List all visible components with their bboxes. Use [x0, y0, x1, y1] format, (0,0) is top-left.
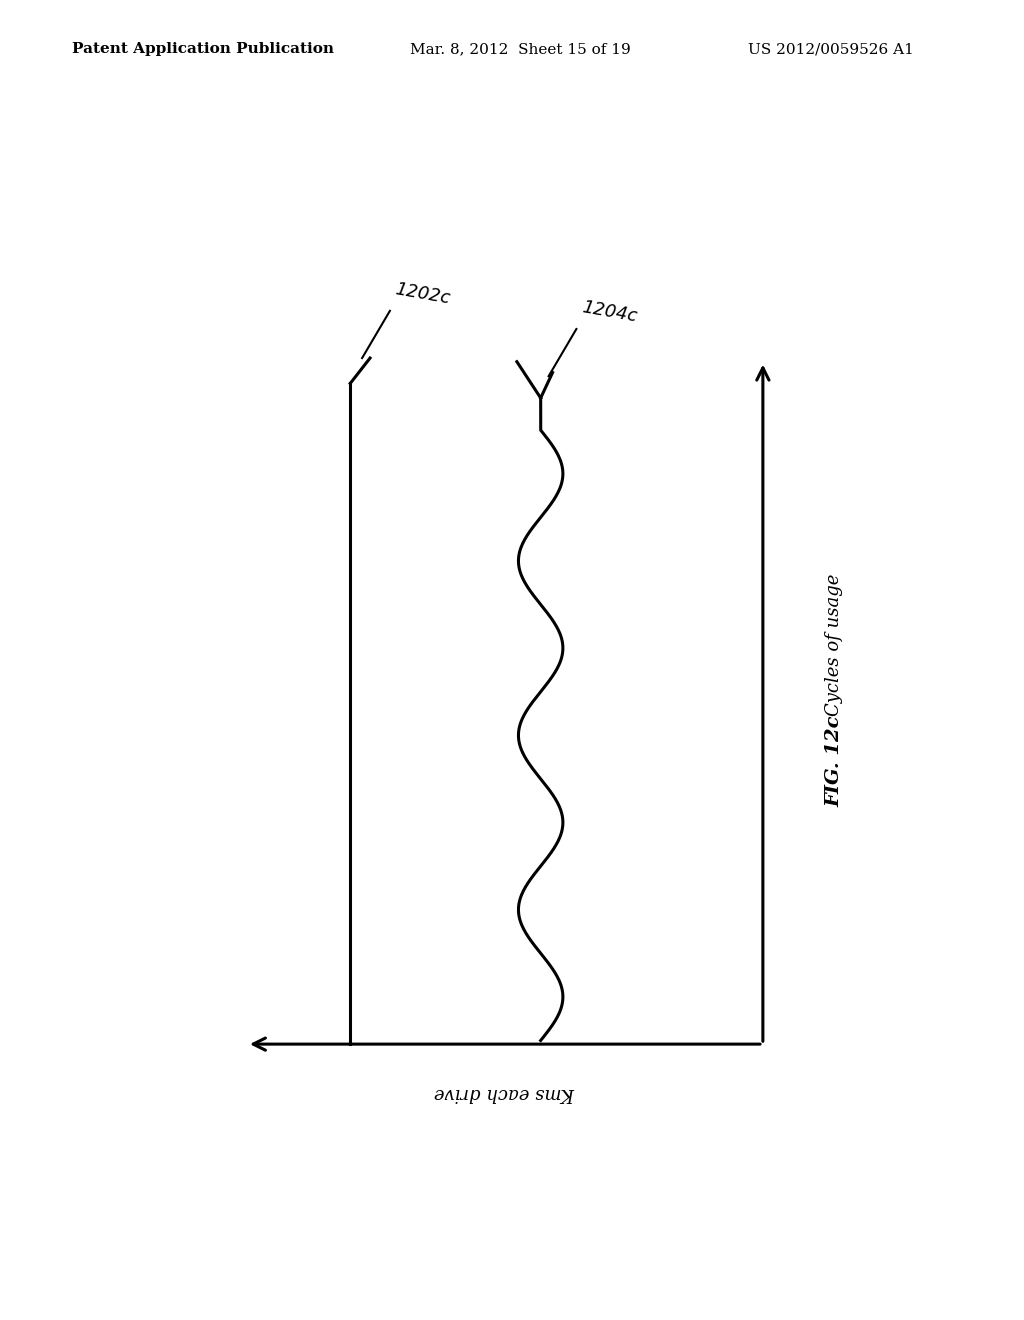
- Text: FIG. 12c: FIG. 12c: [825, 715, 844, 807]
- Text: Kms each drive: Kms each drive: [434, 1084, 575, 1102]
- Text: US 2012/0059526 A1: US 2012/0059526 A1: [748, 42, 913, 57]
- Text: 1202c: 1202c: [394, 280, 452, 308]
- Text: Cycles of usage: Cycles of usage: [825, 574, 844, 715]
- Text: 1204c: 1204c: [581, 298, 639, 326]
- Text: Mar. 8, 2012  Sheet 15 of 19: Mar. 8, 2012 Sheet 15 of 19: [410, 42, 631, 57]
- Text: Patent Application Publication: Patent Application Publication: [72, 42, 334, 57]
